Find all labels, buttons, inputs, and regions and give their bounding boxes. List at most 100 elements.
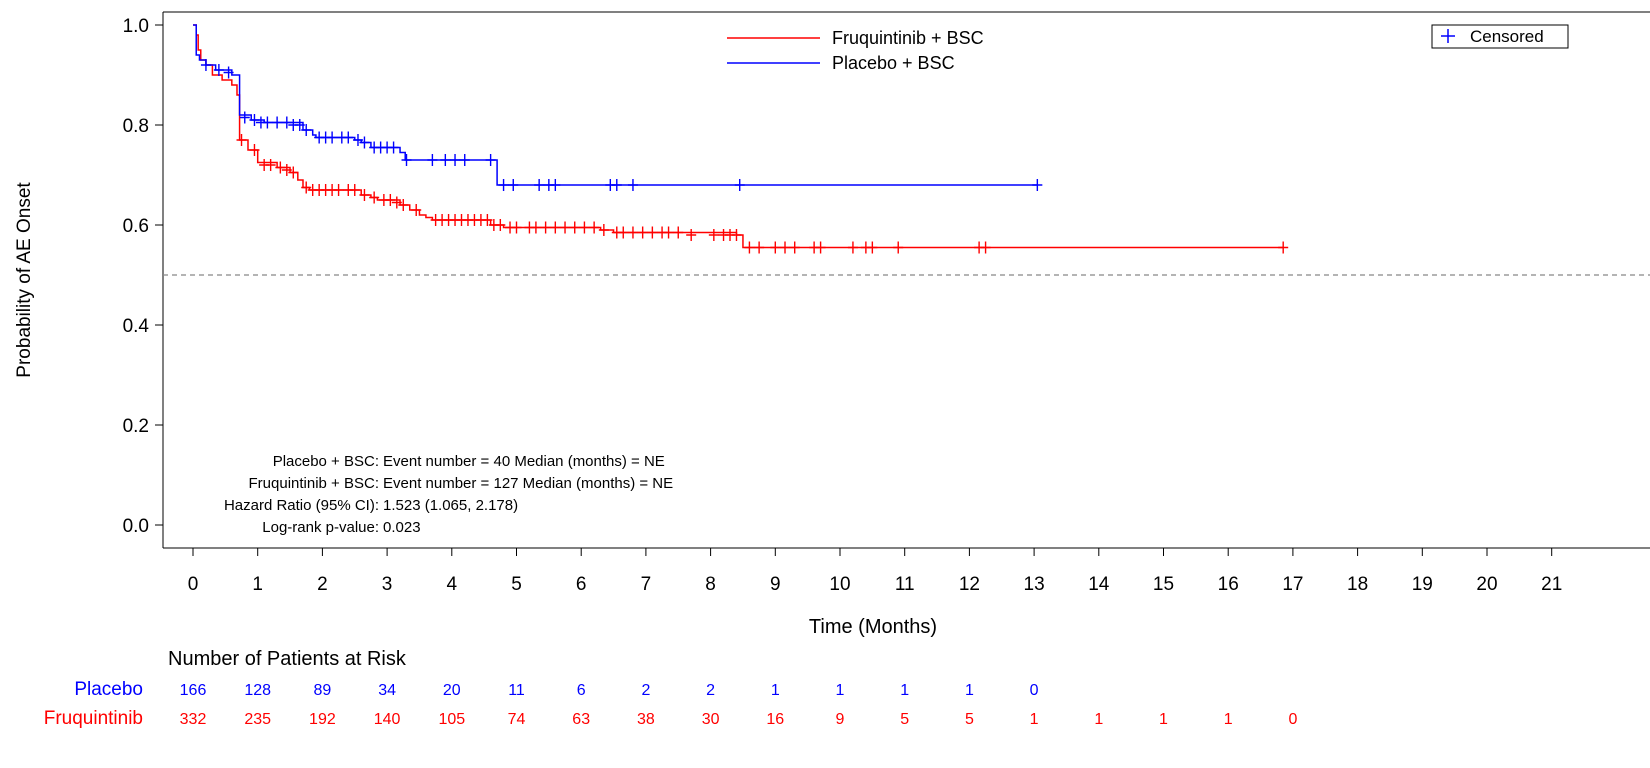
risk-row-label-fruquintinib: Fruquintinib: [44, 708, 143, 729]
stat-hazard-label: Hazard Ratio (95% CI):: [224, 497, 379, 514]
risk-value-fruquintinib: 140: [374, 711, 401, 728]
censor-mark-placebo: [1032, 179, 1043, 191]
censor-mark-fruquintinib: [530, 221, 541, 234]
risk-value-placebo: 0: [1030, 682, 1039, 699]
censor-mark-placebo: [294, 119, 305, 131]
censor-mark-placebo: [485, 154, 496, 166]
x-axis-ticks: 0 1 2 3 4 5 6 7 8 9 10 11 12 13 14 15 16 17 18 19 20 21: [188, 548, 1562, 595]
legend-label-placebo: Placebo + BSC: [832, 53, 955, 73]
risk-value-placebo: 1: [836, 682, 845, 699]
censor-mark-placebo: [401, 154, 412, 166]
x-tick-label: 4: [447, 574, 458, 595]
censor-mark-fruquintinib: [1278, 241, 1289, 254]
plot-area: 0.00.20.40.60.81.0 0 1 2 3 4 5 6 7 8 9 10 11 12 13 14 1…: [123, 11, 1650, 595]
risk-value-placebo: 89: [314, 682, 332, 699]
x-tick-label: 14: [1088, 574, 1110, 595]
risk-value-placebo: 2: [641, 682, 650, 699]
risk-value-fruquintinib: 38: [637, 711, 655, 728]
risk-value-fruquintinib: 5: [900, 711, 909, 728]
x-tick-label: 20: [1476, 574, 1497, 595]
censor-mark-fruquintinib: [815, 241, 826, 254]
censor-mark-placebo: [200, 59, 211, 71]
censored-legend: Censored: [1431, 24, 1569, 49]
risk-value-fruquintinib: 5: [965, 711, 974, 728]
legend-label-fruquintinib: Fruquintinib + BSC: [832, 28, 984, 48]
censor-mark-fruquintinib: [275, 161, 286, 174]
censor-mark-placebo: [498, 179, 509, 191]
censor-mark-placebo: [450, 154, 461, 166]
y-tick-label: 0.8: [123, 116, 149, 137]
x-tick-label: 21: [1541, 574, 1562, 595]
censor-mark-fruquintinib: [731, 229, 742, 241]
y-tick-label: 0.4: [123, 316, 150, 337]
stat-placebo-value: Event number = 40 Median (months) = NE: [383, 453, 665, 470]
censored-legend-label: Censored: [1470, 27, 1544, 46]
censor-mark-placebo: [459, 154, 470, 166]
censor-mark-placebo: [249, 114, 260, 126]
censor-mark-fruquintinib: [349, 184, 360, 196]
censor-mark-fruquintinib: [288, 166, 299, 179]
censor-mark-placebo: [534, 179, 545, 191]
risk-value-fruquintinib: 1: [1030, 711, 1039, 728]
risk-value-fruquintinib: 30: [702, 711, 720, 728]
x-tick-label: 17: [1282, 574, 1303, 595]
x-tick-label: 3: [382, 574, 393, 595]
censor-mark-fruquintinib: [391, 196, 402, 209]
censor-mark-fruquintinib: [333, 184, 344, 196]
risk-value-placebo: 11: [508, 682, 525, 699]
x-tick-label: 1: [252, 574, 263, 595]
risk-value-placebo: 1: [965, 682, 974, 699]
risk-table-title: Number of Patients at Risk: [168, 648, 407, 670]
risk-value-fruquintinib: 1: [1224, 711, 1233, 728]
risk-value-fruquintinib: 235: [244, 711, 271, 728]
censor-mark-fruquintinib: [673, 226, 684, 239]
stat-fruquintinib-value: Event number = 127 Median (months) = NE: [383, 475, 673, 492]
censor-mark-fruquintinib: [560, 221, 571, 234]
censor-mark-fruquintinib: [359, 189, 370, 201]
censor-mark-placebo: [213, 64, 224, 76]
x-tick-label: 13: [1024, 574, 1045, 595]
risk-value-fruquintinib: 1: [1094, 711, 1103, 728]
censor-mark-fruquintinib: [893, 241, 904, 254]
x-tick-label: 11: [895, 574, 915, 595]
series-layer: [193, 24, 1289, 254]
censor-mark-fruquintinib: [579, 221, 590, 234]
censored-legend-box: [1431, 24, 1569, 49]
risk-value-fruquintinib: 74: [508, 711, 526, 728]
censor-mark-fruquintinib: [770, 241, 781, 254]
censor-mark-fruquintinib: [618, 226, 629, 239]
risk-value-fruquintinib: 0: [1288, 711, 1297, 728]
censor-mark-placebo: [627, 179, 638, 191]
censor-mark-placebo: [272, 116, 283, 129]
censor-mark-fruquintinib: [847, 241, 858, 254]
risk-value-placebo: 6: [577, 682, 586, 699]
censor-mark-fruquintinib: [589, 221, 600, 234]
censor-mark-fruquintinib: [663, 226, 674, 239]
stat-fruquintinib-label: Fruquintinib + BSC:: [249, 475, 379, 492]
censor-mark-placebo: [734, 179, 745, 191]
censor-mark-fruquintinib: [369, 191, 380, 204]
y-tick-label: 0.2: [123, 416, 149, 437]
stat-logrank-label: Log-rank p-value:: [262, 519, 379, 536]
risk-value-fruquintinib: 63: [572, 711, 590, 728]
censor-mark-fruquintinib: [708, 229, 719, 241]
censor-mark-placebo: [352, 134, 363, 146]
x-tick-label: 9: [770, 574, 781, 595]
x-tick-label: 2: [317, 574, 328, 595]
censor-mark-fruquintinib: [411, 204, 422, 216]
y-tick-label: 0.6: [123, 216, 149, 237]
risk-value-fruquintinib: 105: [438, 711, 465, 728]
censor-mark-fruquintinib: [867, 241, 878, 254]
censor-mark-fruquintinib: [249, 144, 260, 156]
censor-mark-placebo: [427, 154, 438, 166]
x-tick-label: 8: [705, 574, 716, 595]
stat-logrank-value: 0.023: [383, 519, 421, 536]
censor-mark-fruquintinib: [540, 221, 551, 234]
risk-value-fruquintinib: 1: [1159, 711, 1168, 728]
km-curve-fruquintinib: [193, 24, 1284, 249]
censor-mark-placebo: [327, 131, 338, 144]
censor-mark-fruquintinib: [265, 159, 276, 171]
censor-mark-placebo: [611, 179, 622, 191]
censor-mark-placebo: [301, 124, 312, 136]
